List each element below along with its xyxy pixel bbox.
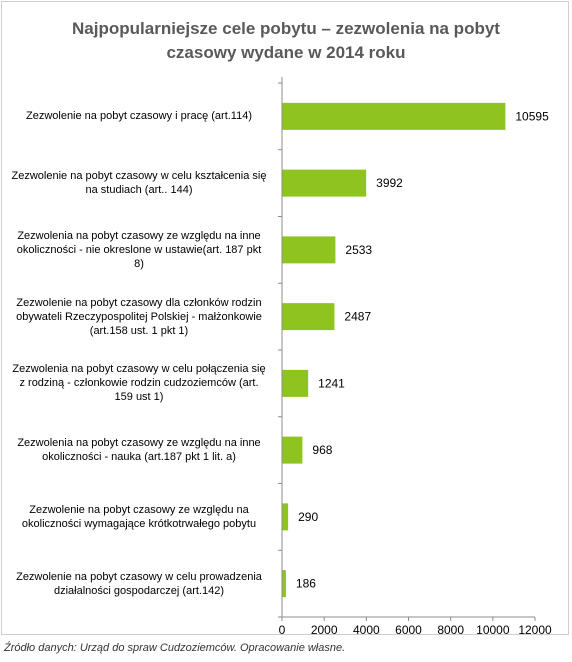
bar — [282, 303, 335, 331]
x-tick-label: 4000 — [353, 623, 380, 637]
category-label-line: Zezwolenie na pobyt czasowy ze względu n… — [29, 503, 249, 516]
source-note: Źródło danych: Urząd do spraw Cudzoziemc… — [4, 642, 346, 654]
category-label-line: Zezwolenia na pobyt czasowy ze względu n… — [17, 437, 261, 450]
bar — [282, 169, 367, 197]
category-label-line: Zezwolenia na pobyt czasowy w celu połąc… — [12, 363, 266, 376]
category-label-line: okoliczności - nie okreslone w ustawie(a… — [16, 243, 262, 256]
category-label: Zezwolenie na pobyt czasowy i pracę (art… — [4, 109, 274, 123]
bar-value-label: 2533 — [345, 243, 372, 257]
category-label-line: na studiach (art.. 144) — [85, 184, 193, 197]
bar-value-label: 290 — [298, 510, 318, 524]
bar-value-label: 968 — [312, 443, 332, 457]
category-label: Zezwolenie na pobyt czasowy w celu prowa… — [4, 570, 274, 598]
category-label-line: Zezwolenia na pobyt czasowy ze względu n… — [17, 229, 261, 242]
x-tick-label: 12000 — [518, 623, 552, 637]
chart-title-line-2: czasowy wydane w 2014 roku — [166, 43, 406, 62]
bar — [282, 236, 336, 264]
category-label: Zezwolenia na pobyt czasowy ze względu n… — [4, 436, 274, 464]
x-tick-label: 6000 — [395, 623, 422, 637]
category-label-line: Zezwolenie na pobyt czasowy w celu kszta… — [11, 170, 267, 183]
bar-value-label: 2487 — [344, 310, 371, 324]
category-label: Zezwolenia na pobyt czasowy ze względu n… — [4, 229, 274, 271]
bar — [282, 570, 286, 598]
category-label: Zezwolenia na pobyt czasowy w celu połąc… — [4, 362, 274, 404]
category-label: Zezwolenie na pobyt czasowy w celu kszta… — [4, 169, 274, 197]
bar-value-label: 10595 — [515, 109, 549, 123]
category-label-line: z rodziną - członkowie rodzin cudzoziemc… — [19, 377, 259, 390]
category-label-line: okoliczności - nauka (art.187 pkt 1 lit.… — [42, 451, 236, 464]
category-label-line: Zezwolenie na pobyt czasowy i pracę (art… — [25, 110, 252, 123]
bar — [282, 369, 309, 397]
bar — [282, 436, 303, 464]
x-tick-label: 2000 — [311, 623, 338, 637]
category-label-line: (art.158 ust. 1 pkt 1) — [89, 324, 189, 337]
x-tick-label: 10000 — [476, 623, 510, 637]
chart-title: Najpopularniejsze cele pobytu – zezwolen… — [0, 17, 572, 65]
x-tick-label: 0 — [279, 623, 286, 637]
bar — [282, 503, 289, 531]
category-label-line: 8) — [134, 257, 144, 270]
bar-value-label: 186 — [296, 577, 316, 591]
category-label-line: 159 ust 1) — [114, 391, 164, 404]
bar-value-label: 3992 — [376, 176, 403, 190]
category-label-line: obywateli Rzeczypospolitej Polskiej - ma… — [16, 310, 262, 323]
category-label-line: działalności gospodarczej (art.142) — [54, 584, 224, 597]
x-tick-label: 8000 — [437, 623, 464, 637]
category-label-line: Zezwolenie na pobyt czasowy w celu prowa… — [16, 570, 262, 583]
chart-title-line-1: Najpopularniejsze cele pobytu – zezwolen… — [72, 19, 500, 38]
bar — [282, 102, 506, 130]
bar-value-label: 1241 — [318, 376, 345, 390]
category-label: Zezwolenie na pobyt czasowy ze względu n… — [4, 503, 274, 531]
category-label: Zezwolenie na pobyt czasowy dla członków… — [4, 296, 274, 338]
category-label-line: Zezwolenie na pobyt czasowy dla członków… — [16, 296, 262, 309]
category-label-line: okoliczności wymagające krótkotrwałego p… — [21, 517, 257, 530]
